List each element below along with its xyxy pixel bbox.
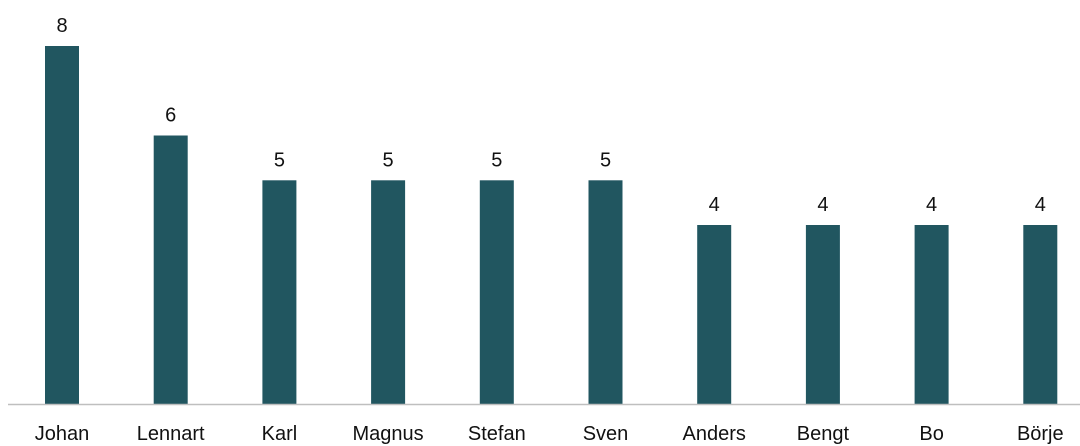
- category-label-lennart: Lennart: [137, 423, 205, 445]
- category-label-sven: Sven: [583, 423, 629, 445]
- category-label-stefan: Stefan: [468, 423, 526, 445]
- value-labels-group: 8 6 5 5 5 5 4 4 4 4: [56, 15, 1045, 216]
- value-label-börje: 4: [1035, 194, 1046, 216]
- bar-sven: [588, 180, 623, 405]
- value-label-magnus: 5: [383, 149, 394, 171]
- value-label-bo: 4: [926, 194, 937, 216]
- value-label-johan: 8: [56, 15, 67, 37]
- value-label-lennart: 6: [165, 105, 176, 127]
- category-label-bengt: Bengt: [797, 423, 850, 445]
- category-labels-group: Johan Lennart Karl Magnus Stefan Sven Anders Be…: [35, 423, 1064, 445]
- bars-group: [45, 46, 1058, 405]
- category-label-karl: Karl: [262, 423, 298, 445]
- value-label-bengt: 4: [817, 194, 828, 216]
- value-label-sven: 5: [600, 149, 611, 171]
- value-label-anders: 4: [709, 194, 720, 216]
- bar-bengt: [805, 225, 840, 404]
- bar-lennart: [153, 135, 188, 404]
- bar-stefan: [479, 180, 514, 405]
- category-label-bo: Bo: [919, 423, 943, 445]
- category-label-anders: Anders: [683, 423, 746, 445]
- value-label-karl: 5: [274, 149, 285, 171]
- bar-bo: [914, 225, 949, 404]
- category-label-magnus: Magnus: [353, 423, 424, 445]
- bar-magnus: [371, 180, 406, 405]
- value-label-stefan: 5: [491, 149, 502, 171]
- category-label-börje: Börje: [1017, 423, 1064, 445]
- category-label-johan: Johan: [35, 423, 90, 445]
- bar-anders: [697, 225, 732, 404]
- bar-börje: [1023, 225, 1058, 404]
- bar-karl: [262, 180, 297, 405]
- bar-johan: [45, 46, 79, 404]
